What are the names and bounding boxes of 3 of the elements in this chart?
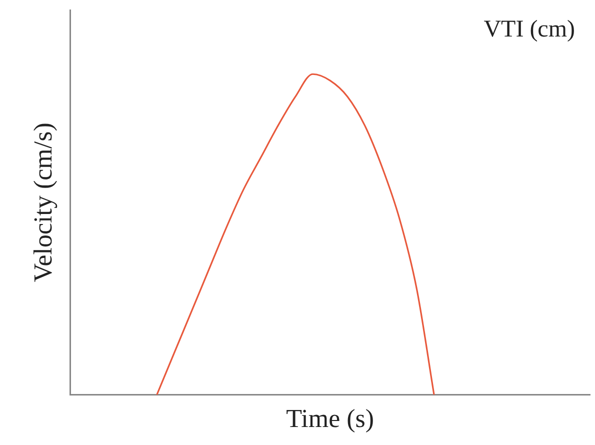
x-axis-title: Time (s) [286,404,374,434]
y-axis-title: Velocity (cm/s) [28,122,58,282]
text: VTI (cm) [484,16,575,42]
